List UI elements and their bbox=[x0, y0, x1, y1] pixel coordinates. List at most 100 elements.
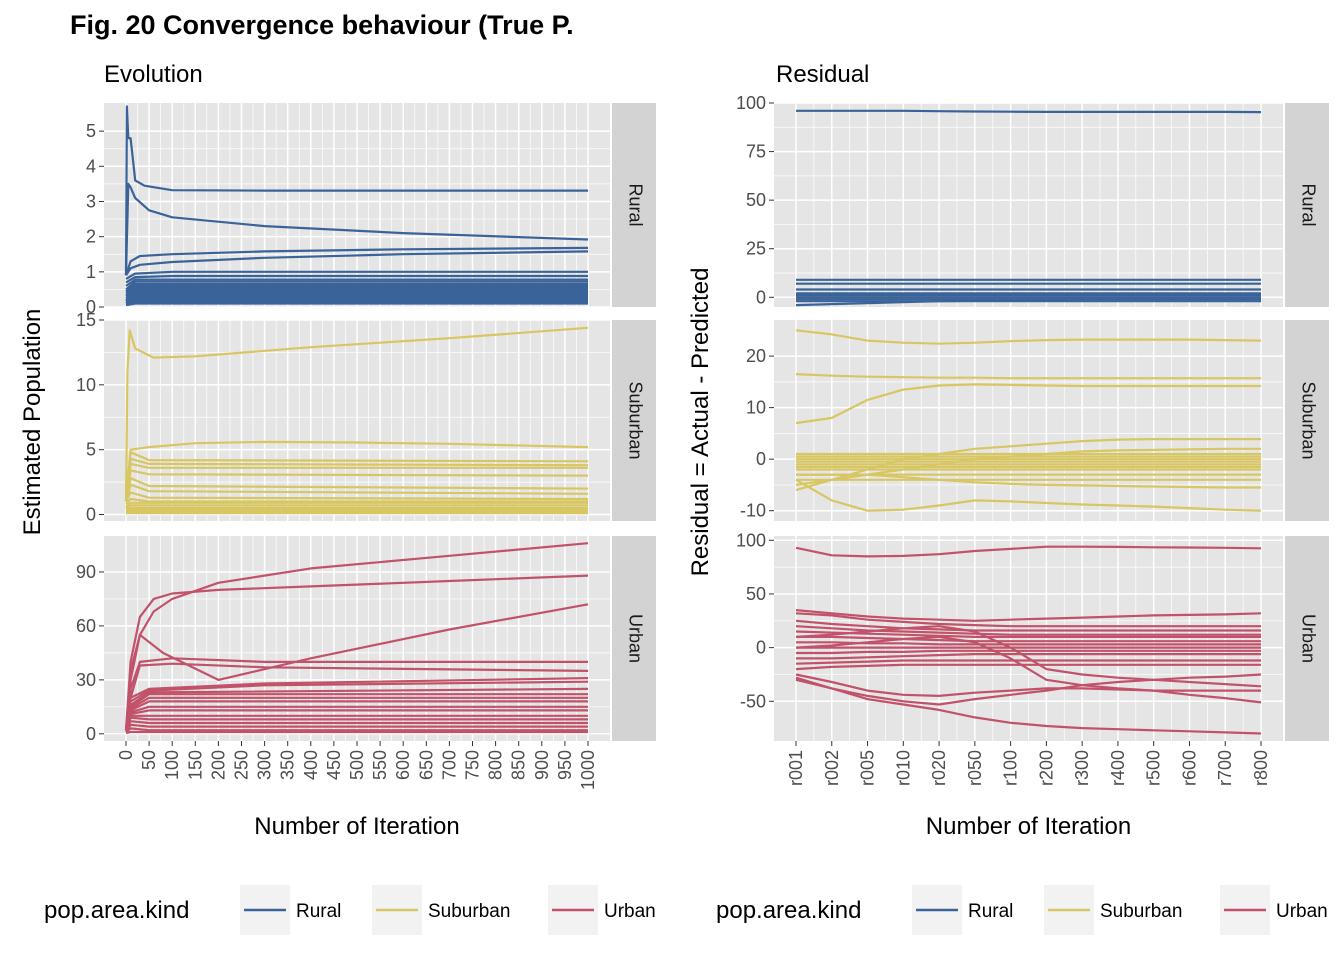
facet-strip bbox=[612, 536, 656, 741]
x-axis-label: Number of Iteration bbox=[926, 813, 1131, 840]
y-tick-label: 15 bbox=[76, 310, 96, 330]
series-line-rural bbox=[125, 288, 588, 298]
x-tick-label: 850 bbox=[509, 750, 529, 780]
legend-label: Suburban bbox=[428, 901, 510, 922]
x-tick-label: r200 bbox=[1036, 750, 1056, 786]
series-line-suburban bbox=[125, 508, 588, 512]
facet-label: Rural bbox=[625, 183, 645, 226]
series-line-suburban bbox=[125, 501, 588, 508]
series-line-urban bbox=[795, 673, 1261, 698]
x-tick-label: 600 bbox=[393, 750, 413, 780]
y-tick-label: 3 bbox=[86, 191, 96, 211]
panel-title: Evolution bbox=[104, 61, 203, 88]
facet-label: Urban bbox=[1298, 614, 1318, 663]
series-line-suburban bbox=[125, 491, 589, 503]
panel-title: Residual bbox=[776, 61, 869, 88]
series-line-suburban bbox=[124, 440, 589, 502]
series-line-urban bbox=[796, 649, 1261, 655]
series-line-urban bbox=[796, 635, 1261, 643]
legend-label: Rural bbox=[968, 901, 1013, 922]
series-line-urban bbox=[795, 676, 1262, 735]
x-tick-label: r001 bbox=[786, 750, 806, 786]
y-tick-label: 5 bbox=[86, 121, 96, 141]
y-tick-label: -10 bbox=[740, 501, 766, 521]
y-tick-label: 25 bbox=[746, 239, 766, 259]
x-tick-label: 0 bbox=[116, 750, 136, 760]
x-tick-label: 700 bbox=[439, 750, 459, 780]
facet-strip bbox=[1285, 103, 1329, 307]
x-tick-label: 450 bbox=[324, 750, 344, 780]
x-tick-label: r005 bbox=[858, 750, 878, 786]
series-line-urban bbox=[796, 641, 1261, 646]
x-tick-label: r300 bbox=[1072, 750, 1092, 786]
series-line-suburban bbox=[795, 383, 1261, 425]
facet-strip bbox=[612, 320, 656, 521]
legend-title: pop.area.kind bbox=[44, 897, 189, 924]
series-line-urban bbox=[125, 730, 588, 734]
x-tick-label: 500 bbox=[347, 750, 367, 780]
series-line-urban bbox=[125, 720, 588, 731]
x-tick-label: r020 bbox=[929, 750, 949, 786]
x-tick-label: 250 bbox=[232, 750, 252, 780]
series-line-rural bbox=[125, 274, 588, 284]
facet-strip bbox=[1285, 536, 1329, 741]
series-line-urban bbox=[124, 542, 589, 731]
series-line-suburban bbox=[795, 478, 1262, 512]
series-line-urban bbox=[795, 659, 1261, 665]
series-line-suburban bbox=[795, 329, 1262, 345]
series-line-urban bbox=[124, 657, 588, 731]
y-tick-label: 60 bbox=[76, 616, 96, 636]
series-line-urban bbox=[125, 723, 588, 733]
x-tick-label: 800 bbox=[486, 750, 506, 780]
series-line-rural bbox=[125, 290, 588, 300]
y-tick-label: 100 bbox=[736, 93, 766, 113]
series-line-urban bbox=[795, 673, 1262, 706]
facet-strip bbox=[1285, 320, 1329, 521]
legend-label: Suburban bbox=[1100, 901, 1182, 922]
y-axis-label: Residual = Actual - Predicted bbox=[687, 268, 714, 577]
y-tick-label: 0 bbox=[756, 287, 766, 307]
series-line-urban bbox=[124, 574, 589, 731]
series-line-rural bbox=[125, 250, 589, 276]
series-line-suburban bbox=[125, 504, 588, 509]
x-tick-label: r002 bbox=[822, 750, 842, 786]
y-tick-label: 0 bbox=[86, 724, 96, 744]
series-line-urban bbox=[795, 612, 1261, 628]
x-tick-label: r700 bbox=[1215, 750, 1235, 786]
series-line-urban bbox=[795, 663, 1261, 671]
facet-strip bbox=[612, 103, 656, 307]
y-tick-label: 0 bbox=[86, 505, 96, 525]
series-line-rural bbox=[795, 298, 1261, 307]
x-tick-label: 150 bbox=[185, 750, 205, 780]
series-line-urban bbox=[795, 545, 1262, 558]
facet-label: Suburban bbox=[1298, 381, 1318, 459]
legend-label: Urban bbox=[604, 901, 656, 922]
x-tick-label: r800 bbox=[1251, 750, 1271, 786]
series-line-urban bbox=[795, 609, 1262, 622]
series-line-rural bbox=[125, 286, 588, 296]
y-tick-label: -50 bbox=[740, 691, 766, 711]
x-tick-label: r400 bbox=[1108, 750, 1128, 786]
y-tick-label: 20 bbox=[746, 346, 766, 366]
y-axis-label: Estimated Population bbox=[19, 309, 46, 536]
facet-label: Urban bbox=[625, 614, 645, 663]
y-tick-label: 1 bbox=[86, 262, 96, 282]
series-line-rural bbox=[124, 105, 588, 276]
x-tick-label: 750 bbox=[463, 750, 483, 780]
series-line-rural bbox=[125, 302, 588, 307]
series-line-urban bbox=[795, 630, 1261, 639]
series-line-rural bbox=[125, 283, 588, 293]
facet-label: Suburban bbox=[625, 381, 645, 459]
series-line-rural bbox=[125, 295, 588, 303]
series-line-urban bbox=[795, 625, 1262, 688]
series-line-suburban bbox=[124, 483, 589, 502]
figure-title: Fig. 20 Convergence behaviour (True P. bbox=[70, 10, 574, 40]
series-line-suburban bbox=[125, 506, 588, 511]
x-tick-label: 550 bbox=[370, 750, 390, 780]
series-line-rural bbox=[124, 246, 589, 276]
y-tick-label: 0 bbox=[86, 297, 96, 317]
y-tick-label: 0 bbox=[756, 638, 766, 658]
x-tick-label: 100 bbox=[162, 750, 182, 780]
